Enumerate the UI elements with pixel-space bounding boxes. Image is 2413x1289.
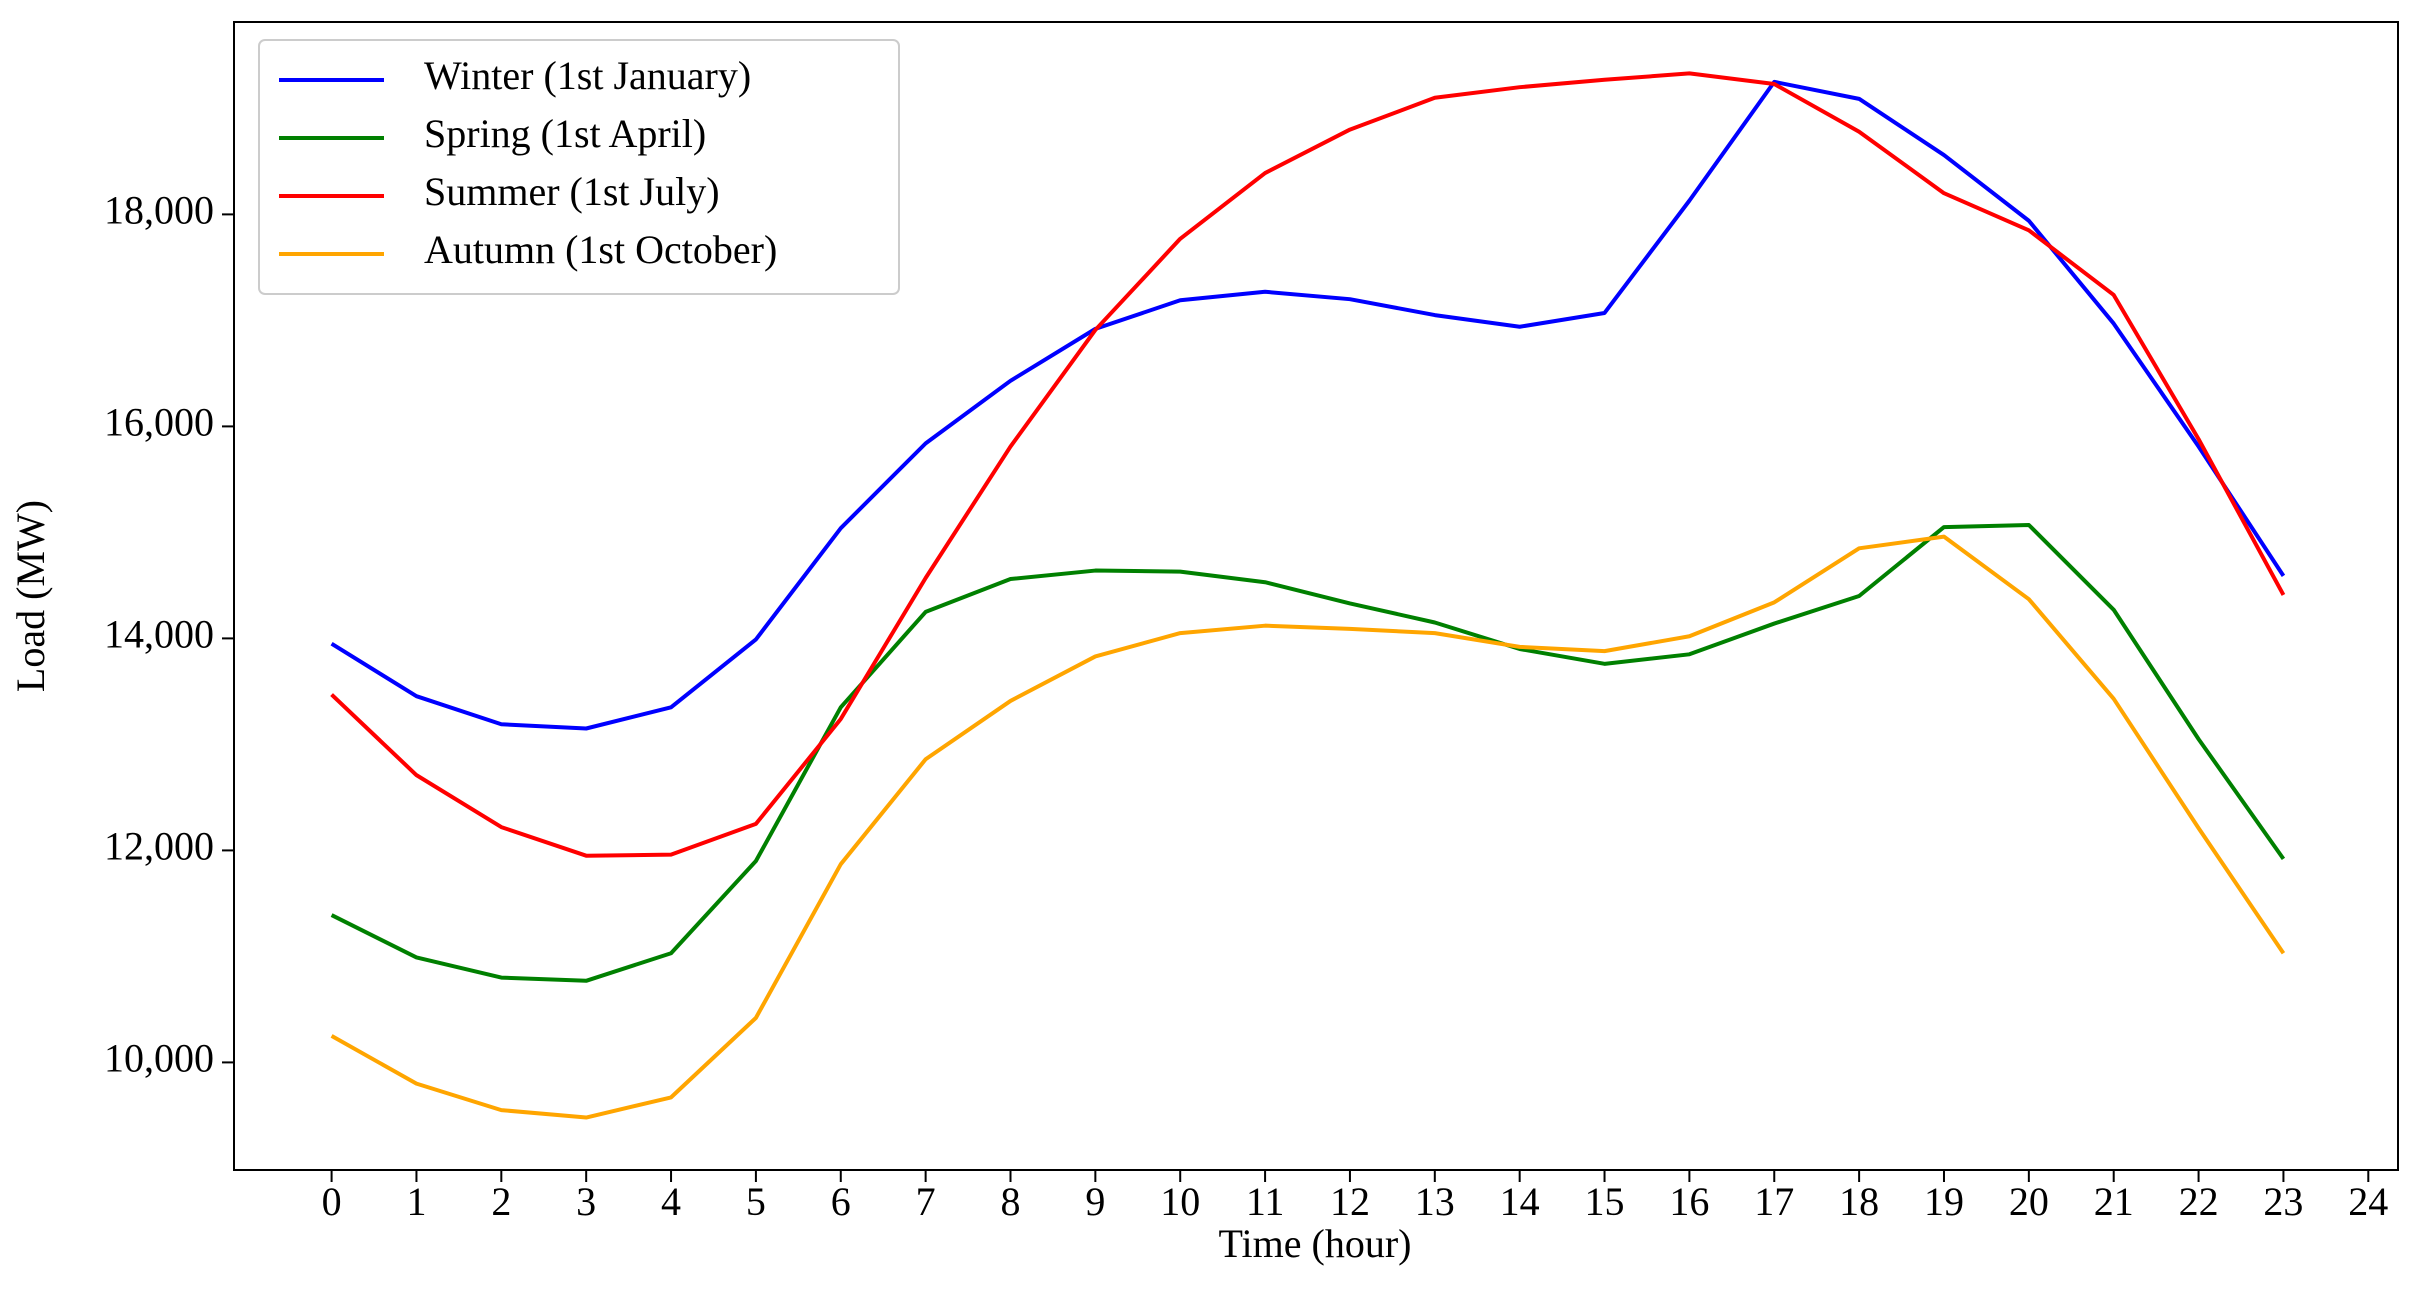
series-line xyxy=(330,71,2286,858)
x-tick-label: 9 xyxy=(1085,1179,1105,1224)
y-tick-label: 14,000 xyxy=(104,612,214,657)
y-tick-label: 16,000 xyxy=(104,400,214,445)
x-tick-label: 6 xyxy=(831,1179,851,1224)
x-tick-label: 21 xyxy=(2094,1179,2134,1224)
x-tick-label: 16 xyxy=(1669,1179,1709,1224)
x-axis-label: Time (hour) xyxy=(1219,1221,1412,1266)
x-tick-label: 23 xyxy=(2263,1179,2303,1224)
x-tick-label: 20 xyxy=(2009,1179,2049,1224)
x-tick-label: 7 xyxy=(916,1179,936,1224)
x-tick-label: 12 xyxy=(1330,1179,1370,1224)
x-tick-label: 14 xyxy=(1500,1179,1540,1224)
series-line xyxy=(330,79,2286,731)
series-line xyxy=(330,522,2286,983)
y-tick-label: 12,000 xyxy=(104,824,214,869)
x-tick-label: 0 xyxy=(322,1179,342,1224)
x-tick-label: 24 xyxy=(2348,1179,2388,1224)
x-tick-label: 13 xyxy=(1415,1179,1455,1224)
x-tick-label: 17 xyxy=(1754,1179,1794,1224)
legend-label: Winter (1st January) xyxy=(424,53,751,98)
x-tick-label: 18 xyxy=(1839,1179,1879,1224)
y-axis-label: Load (MW) xyxy=(8,500,53,692)
y-tick-label: 18,000 xyxy=(104,188,214,233)
x-tick-label: 22 xyxy=(2179,1179,2219,1224)
legend-label: Summer (1st July) xyxy=(424,169,720,214)
plot-frame xyxy=(233,21,2399,1171)
x-tick-label: 2 xyxy=(491,1179,511,1224)
x-tick-label: 8 xyxy=(1000,1179,1020,1224)
legend-label: Autumn (1st October) xyxy=(424,227,777,272)
x-tick-label: 5 xyxy=(746,1179,766,1224)
x-tick-label: 10 xyxy=(1160,1179,1200,1224)
legend-label: Spring (1st April) xyxy=(424,111,706,156)
x-tick-label: 3 xyxy=(576,1179,596,1224)
x-tick-label: 15 xyxy=(1585,1179,1625,1224)
x-tick-label: 11 xyxy=(1246,1179,1285,1224)
x-tick-label: 1 xyxy=(406,1179,426,1224)
y-tick-label: 10,000 xyxy=(104,1036,214,1081)
legend-box xyxy=(258,39,900,295)
x-tick-label: 19 xyxy=(1924,1179,1964,1224)
x-tick-label: 4 xyxy=(661,1179,681,1224)
series-line xyxy=(330,534,2286,1120)
